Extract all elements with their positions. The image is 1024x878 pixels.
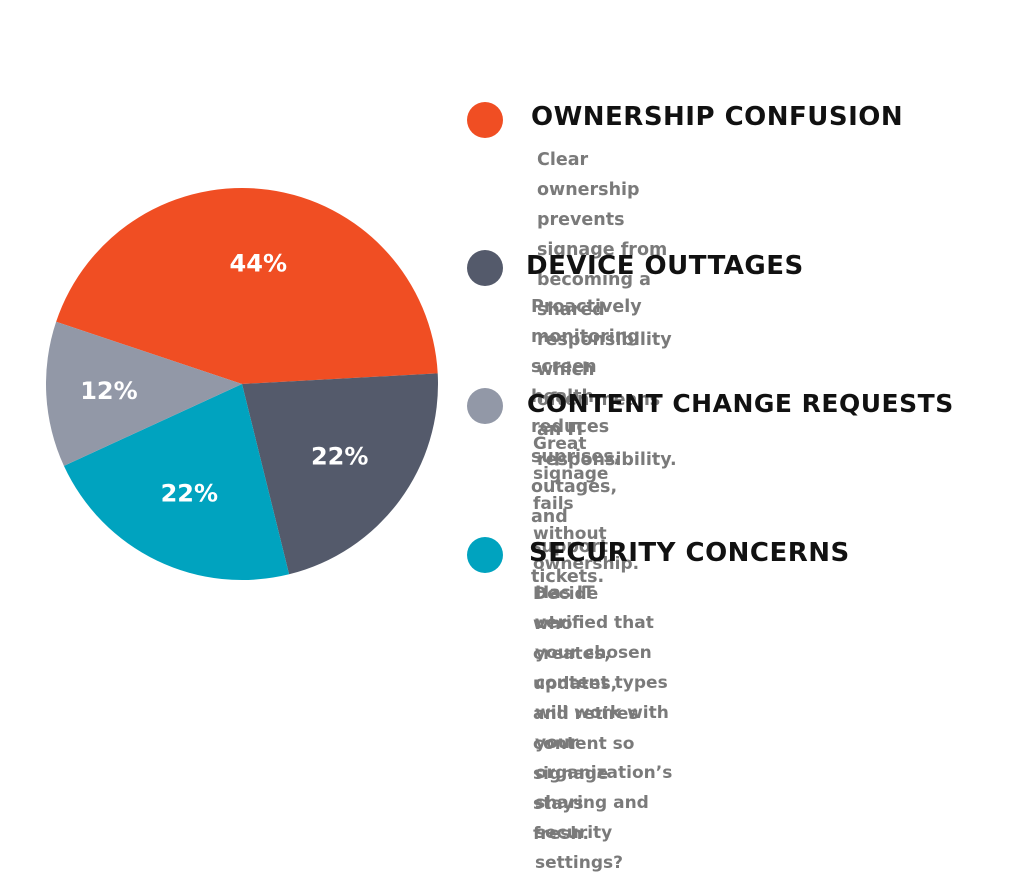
legend-heading: OWNERSHIP CONFUSION <box>531 102 904 132</box>
desc-line: will work with your organization’s shari… <box>535 703 673 813</box>
pie-slice-content-change-requests <box>46 321 243 466</box>
pie-slice-ownership-confusion <box>56 188 438 384</box>
pie-chart: 44% 22% 22% 12% <box>46 188 438 580</box>
legend-description: Has IT verified that your chosen content… <box>535 578 672 878</box>
desc-line: Great signage fails without ownership. D… <box>533 434 640 604</box>
pie-label-ownership-confusion: 44% <box>230 250 287 278</box>
desc-line: often means an IT responsibility. <box>537 390 677 470</box>
legend-dot-dark-gray <box>467 250 503 286</box>
desc-line: security settings? <box>535 823 623 873</box>
legend-heading: CONTENT CHANGE REQUESTS <box>527 389 954 418</box>
legend-description: Clear ownership prevents signage from be… <box>537 145 677 475</box>
desc-line: Has IT verified that your chosen content… <box>535 583 668 693</box>
pie-label-device-outtages: 22% <box>311 442 368 470</box>
desc-line: Clear ownership prevents signage from <box>537 150 668 260</box>
desc-line: who creates, updates, and retires conten… <box>533 614 639 754</box>
desc-line: Proactively monitoring screen health <box>531 297 642 407</box>
legend-dot-light-gray <box>467 388 503 424</box>
legend-heading: SECURITY CONCERNS <box>529 538 850 568</box>
desc-line: becoming a shared responsibility which <box>537 270 672 380</box>
pie-label-content-change-requests: 12% <box>80 377 137 405</box>
desc-line: reduces suprises, outages, and support <box>531 417 621 557</box>
pie-slice-security-concerns <box>63 384 290 580</box>
legend-dot-orange <box>467 102 503 138</box>
legend-heading: DEVICE OUTTAGES <box>526 251 804 281</box>
legend-description: Proactively monitoring screen health red… <box>531 292 642 592</box>
pie-slice-device-outtages <box>242 373 438 575</box>
desc-line: tickets. <box>531 567 605 587</box>
pie-label-security-concerns: 22% <box>161 479 218 507</box>
legend-dot-teal <box>467 537 503 573</box>
